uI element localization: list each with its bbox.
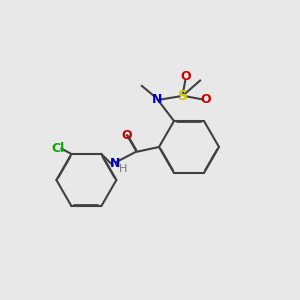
Text: N: N	[152, 93, 163, 106]
Text: N: N	[110, 157, 120, 170]
Text: S: S	[178, 89, 188, 103]
Text: O: O	[180, 70, 191, 83]
Text: O: O	[122, 128, 132, 142]
Text: O: O	[200, 93, 211, 106]
Text: Cl: Cl	[51, 142, 64, 155]
Text: H: H	[119, 164, 128, 174]
